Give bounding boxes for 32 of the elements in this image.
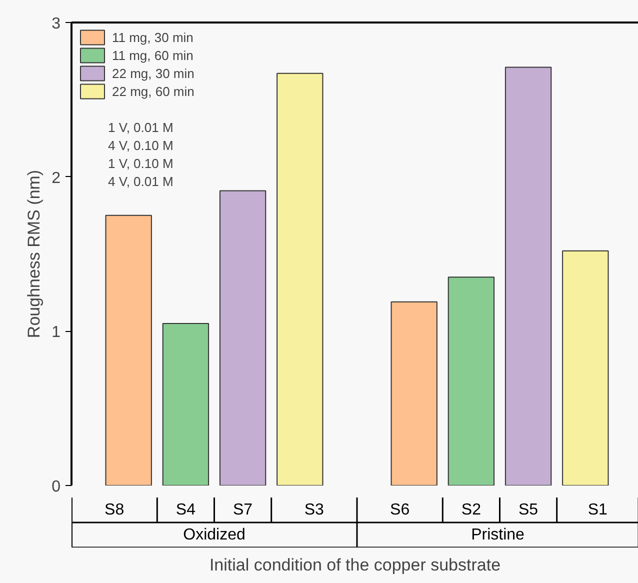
bar bbox=[162, 322, 210, 486]
bar bbox=[390, 301, 438, 486]
bar bbox=[105, 214, 152, 486]
annotation: 4 V, 0.10 M bbox=[108, 138, 174, 152]
bar bbox=[562, 250, 609, 486]
x-tick-label: S1 bbox=[588, 502, 608, 518]
y-tick-label: 2 bbox=[52, 170, 61, 187]
x-tick-label: S7 bbox=[233, 502, 253, 518]
x-tick-label: S3 bbox=[304, 502, 324, 518]
bar bbox=[276, 72, 324, 486]
text: Oxidized bbox=[183, 526, 246, 544]
x-tick-label: S6 bbox=[390, 502, 410, 518]
y-tick-label: 3 bbox=[52, 16, 61, 32]
y-axis-title: Roughness RMS (nm) bbox=[24, 170, 44, 338]
legend-label: 22 mg, 30 min bbox=[112, 66, 194, 80]
x-tick-label: S4 bbox=[176, 502, 196, 518]
legend-label: 11 mg, 30 min bbox=[112, 30, 194, 44]
y-tick-label: 1 bbox=[52, 324, 61, 342]
text: Pristine bbox=[471, 526, 525, 544]
bar bbox=[504, 66, 552, 486]
x-tick-label: S8 bbox=[104, 502, 124, 518]
legend-label: 11 mg, 60 min bbox=[112, 48, 194, 62]
x-tick-label: S2 bbox=[461, 502, 482, 518]
y-tick-label: 0 bbox=[52, 478, 61, 496]
x-axis-title: Initial condition of the copper substrate bbox=[209, 556, 501, 574]
bar bbox=[219, 190, 266, 486]
x-tick-label: S5 bbox=[518, 502, 538, 518]
annotation: 1 V, 0.10 M bbox=[108, 156, 174, 170]
annotation: 1 V, 0.01 M bbox=[108, 120, 174, 134]
annotation: 4 V, 0.01 M bbox=[108, 174, 174, 188]
bar bbox=[448, 276, 495, 486]
legend-label: 22 mg, 60 min bbox=[112, 84, 194, 98]
